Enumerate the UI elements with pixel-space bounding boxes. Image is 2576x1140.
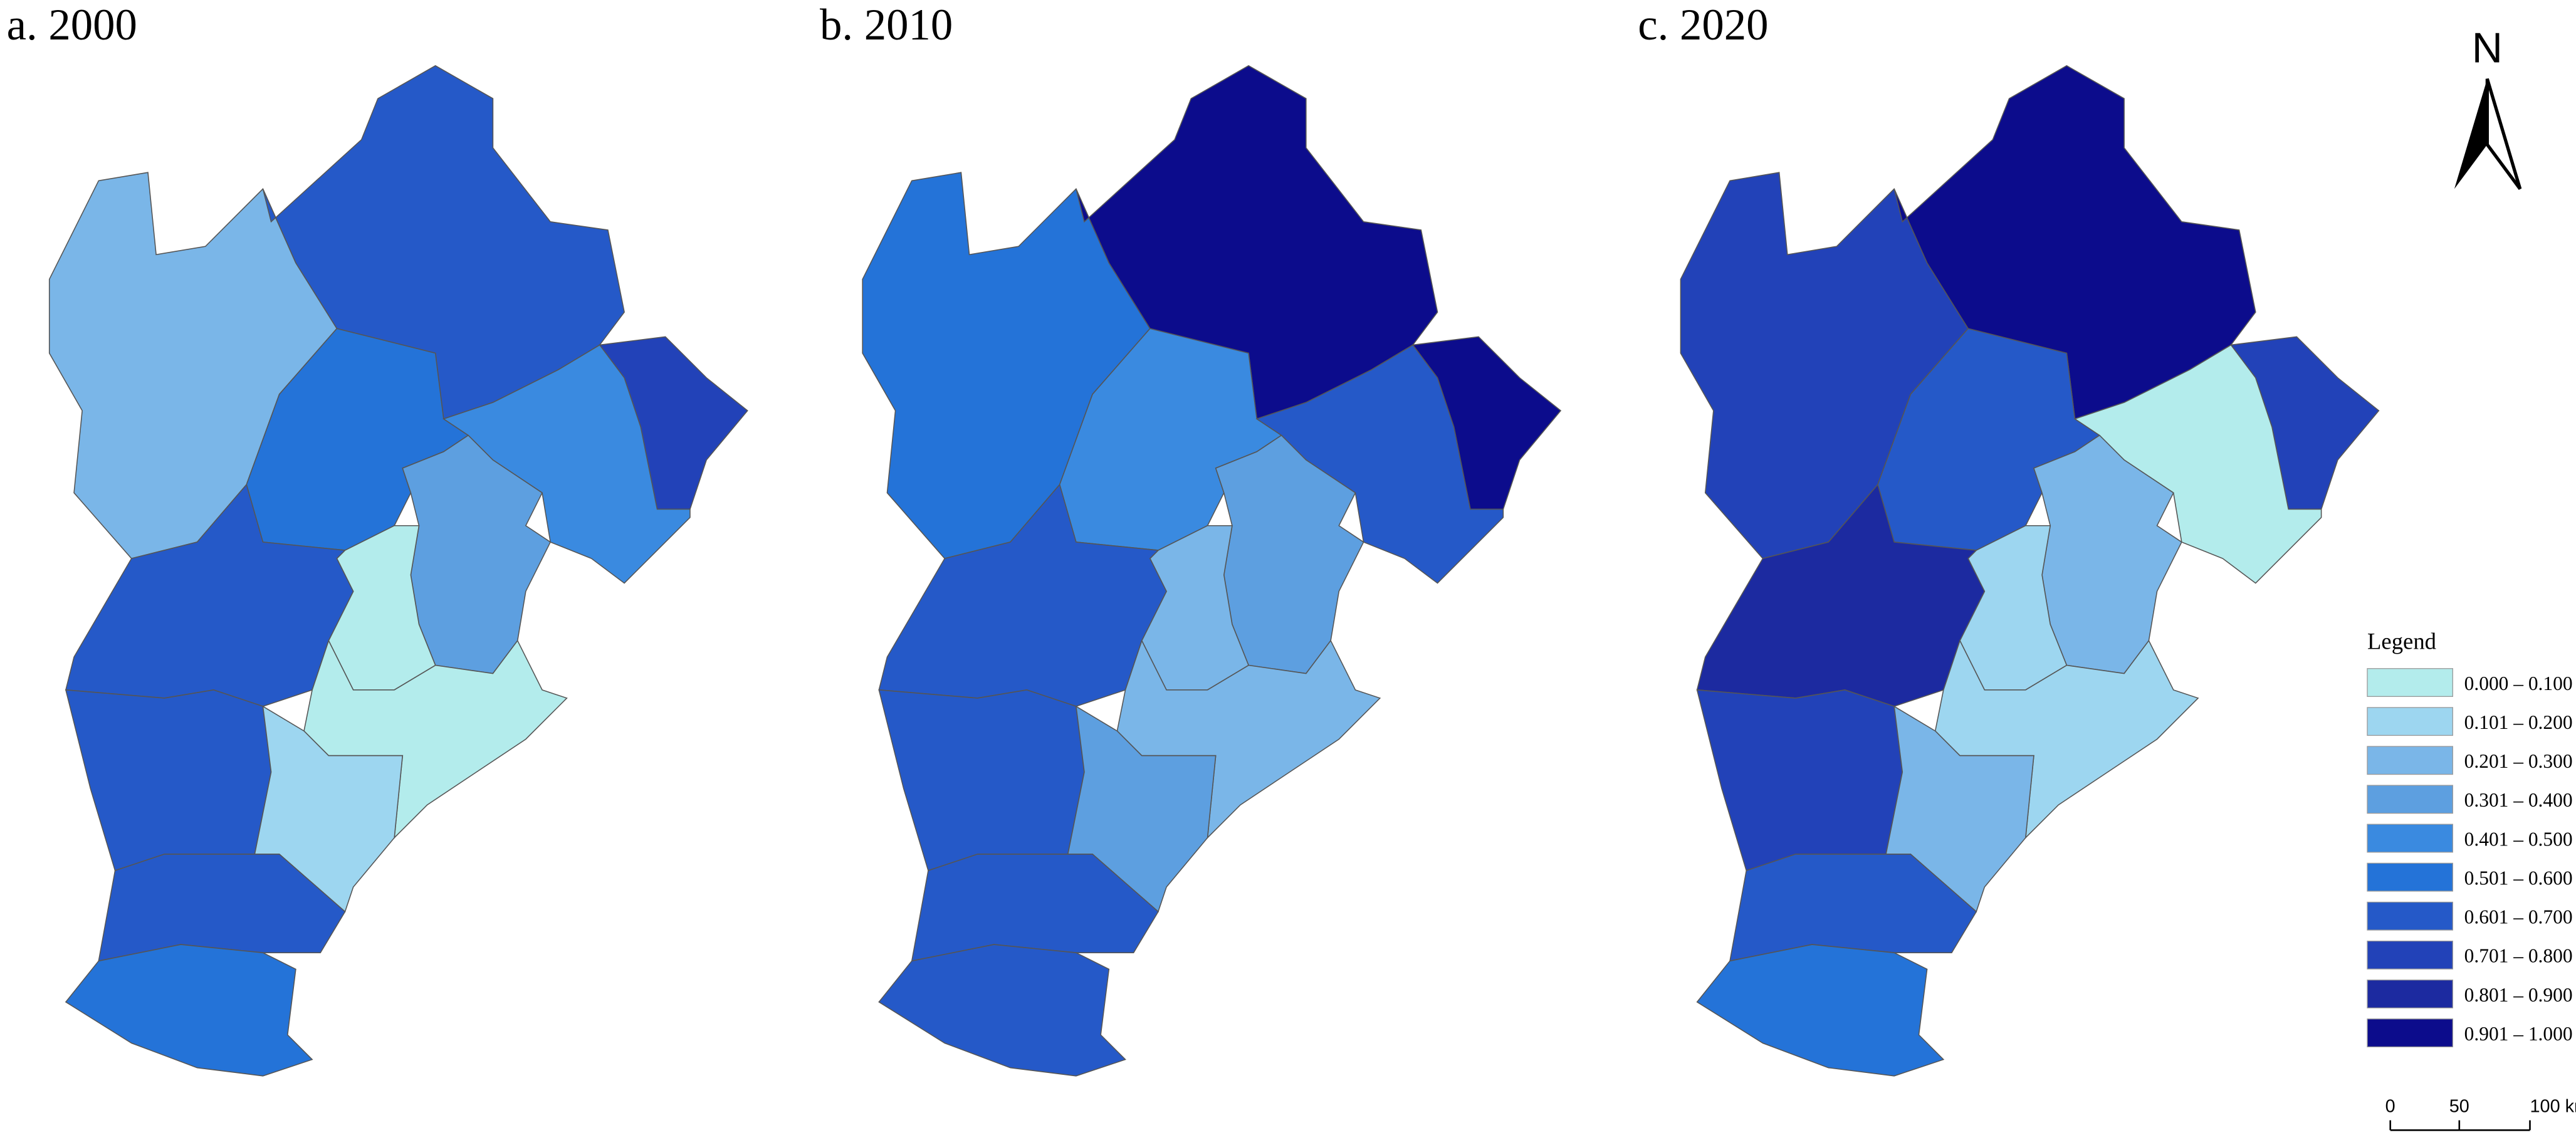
region — [65, 944, 313, 1077]
scale-label: 50 — [2449, 1096, 2469, 1116]
legend-label: 0.000 – 0.100 — [2464, 672, 2573, 694]
panel-title: b. 2010 — [820, 1, 953, 50]
legend-title: Legend — [2367, 628, 2436, 654]
legend-swatch — [2367, 901, 2453, 931]
legend-swatch — [2367, 862, 2453, 892]
legend-label: 0.601 – 0.700 — [2464, 906, 2573, 928]
map-panel: b. 2010 — [820, 1, 1562, 1077]
legend-swatch — [2367, 785, 2453, 814]
map-panel: c. 2020 — [1638, 1, 2380, 1077]
region — [878, 944, 1126, 1077]
legend-label: 0.201 – 0.300 — [2464, 750, 2573, 772]
north-label: N — [2472, 24, 2503, 72]
legend-swatch — [2367, 668, 2453, 697]
region — [65, 689, 272, 872]
region — [1885, 705, 2034, 913]
legend-swatch — [2367, 980, 2453, 1008]
legend: Legend 0.000 – 0.100 0.101 – 0.200 0.201 – … — [2367, 628, 2573, 1048]
region — [254, 705, 404, 913]
legend-label: 0.501 – 0.600 — [2464, 867, 2573, 889]
region — [878, 689, 1085, 872]
legend-swatch — [2367, 1018, 2453, 1048]
legend-label: 0.701 – 0.800 — [2464, 945, 2573, 967]
legend-label: 0.101 – 0.200 — [2464, 711, 2573, 733]
scale-bar — [2389, 1120, 2531, 1131]
legend-swatch — [2367, 746, 2453, 775]
legend-swatch — [2367, 940, 2453, 970]
map-panel: a. 2000 — [7, 1, 748, 1077]
legend-swatch — [2367, 824, 2453, 853]
legend-label: 0.401 – 0.500 — [2464, 828, 2573, 850]
region — [1696, 944, 1945, 1077]
panel-title: c. 2020 — [1638, 1, 1768, 50]
scale-label: 100 km — [2530, 1096, 2576, 1116]
legend-label: 0.801 – 0.900 — [2464, 984, 2573, 1006]
region — [1696, 689, 1903, 872]
legend-label: 0.301 – 0.400 — [2464, 789, 2573, 811]
legend-swatch — [2367, 707, 2453, 736]
region — [1067, 705, 1217, 913]
north-arrow: N — [2454, 24, 2522, 190]
scale-label: 0 — [2385, 1096, 2395, 1116]
panel-title: a. 2000 — [7, 1, 137, 50]
legend-label: 0.901 – 1.000 — [2464, 1023, 2573, 1045]
